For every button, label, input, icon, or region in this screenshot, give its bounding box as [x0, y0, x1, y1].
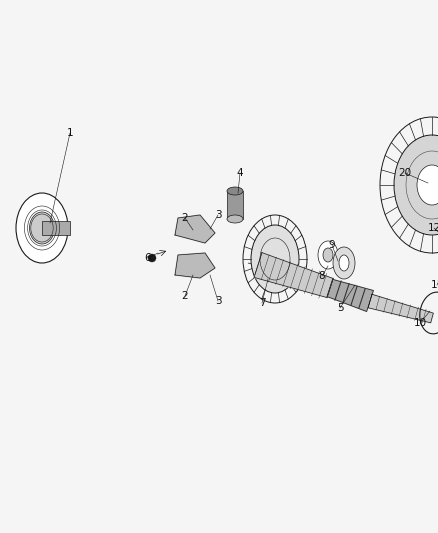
Circle shape — [148, 254, 156, 262]
Polygon shape — [368, 294, 433, 323]
Text: 2: 2 — [182, 213, 188, 223]
Polygon shape — [175, 215, 215, 243]
Text: 20: 20 — [399, 168, 412, 178]
Text: 3: 3 — [215, 210, 221, 220]
Text: 10: 10 — [413, 318, 427, 328]
Text: 5: 5 — [337, 303, 343, 313]
Text: 3: 3 — [215, 296, 221, 306]
Ellipse shape — [251, 225, 299, 293]
Text: 7: 7 — [259, 298, 265, 308]
Ellipse shape — [16, 193, 68, 263]
Text: 2: 2 — [182, 291, 188, 301]
Text: 12: 12 — [427, 223, 438, 233]
Text: 4: 4 — [237, 168, 244, 178]
Ellipse shape — [227, 215, 243, 223]
Ellipse shape — [394, 135, 438, 235]
Ellipse shape — [227, 187, 243, 195]
Ellipse shape — [318, 241, 338, 269]
Text: 1: 1 — [67, 128, 73, 138]
Polygon shape — [327, 279, 374, 311]
Ellipse shape — [323, 248, 333, 262]
Polygon shape — [254, 253, 333, 297]
Polygon shape — [175, 253, 215, 278]
Ellipse shape — [417, 165, 438, 205]
Ellipse shape — [333, 247, 355, 279]
Text: 11: 11 — [431, 280, 438, 290]
Ellipse shape — [29, 212, 54, 244]
Ellipse shape — [339, 255, 349, 271]
Text: 9: 9 — [328, 240, 336, 250]
Bar — [42, 221, 70, 235]
Bar — [227, 191, 243, 219]
Text: 8: 8 — [319, 271, 325, 281]
Text: 6: 6 — [145, 253, 151, 263]
